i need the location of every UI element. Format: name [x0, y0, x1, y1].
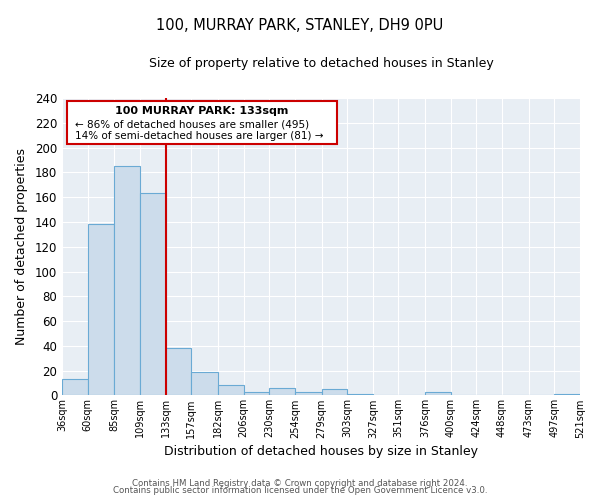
Bar — [140, 194, 166, 396]
Bar — [347, 394, 373, 396]
Text: Contains public sector information licensed under the Open Government Licence v3: Contains public sector information licen… — [113, 486, 487, 495]
Text: 100 MURRAY PARK: 133sqm: 100 MURRAY PARK: 133sqm — [115, 106, 289, 117]
Bar — [269, 388, 295, 396]
X-axis label: Distribution of detached houses by size in Stanley: Distribution of detached houses by size … — [164, 444, 478, 458]
Text: 100, MURRAY PARK, STANLEY, DH9 0PU: 100, MURRAY PARK, STANLEY, DH9 0PU — [157, 18, 443, 32]
Y-axis label: Number of detached properties: Number of detached properties — [15, 148, 28, 345]
Text: 14% of semi-detached houses are larger (81) →: 14% of semi-detached houses are larger (… — [75, 132, 323, 141]
Bar — [322, 389, 347, 396]
Bar — [244, 392, 269, 396]
Bar — [191, 372, 218, 396]
Bar — [554, 394, 580, 396]
Bar — [88, 224, 115, 396]
Bar — [166, 348, 191, 396]
Bar — [115, 166, 140, 396]
Bar — [62, 380, 88, 396]
Bar — [218, 386, 244, 396]
FancyBboxPatch shape — [67, 101, 337, 144]
Text: Contains HM Land Registry data © Crown copyright and database right 2024.: Contains HM Land Registry data © Crown c… — [132, 478, 468, 488]
Bar — [425, 392, 451, 396]
Title: Size of property relative to detached houses in Stanley: Size of property relative to detached ho… — [149, 58, 493, 70]
Text: ← 86% of detached houses are smaller (495): ← 86% of detached houses are smaller (49… — [75, 120, 309, 130]
Bar — [295, 392, 322, 396]
